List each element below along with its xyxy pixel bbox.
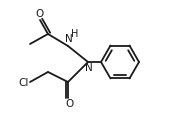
Text: O: O — [36, 9, 44, 19]
Text: O: O — [65, 99, 73, 109]
Text: Cl: Cl — [19, 78, 29, 88]
Text: N: N — [65, 34, 73, 44]
Text: H: H — [71, 29, 79, 39]
Text: N: N — [85, 63, 93, 73]
